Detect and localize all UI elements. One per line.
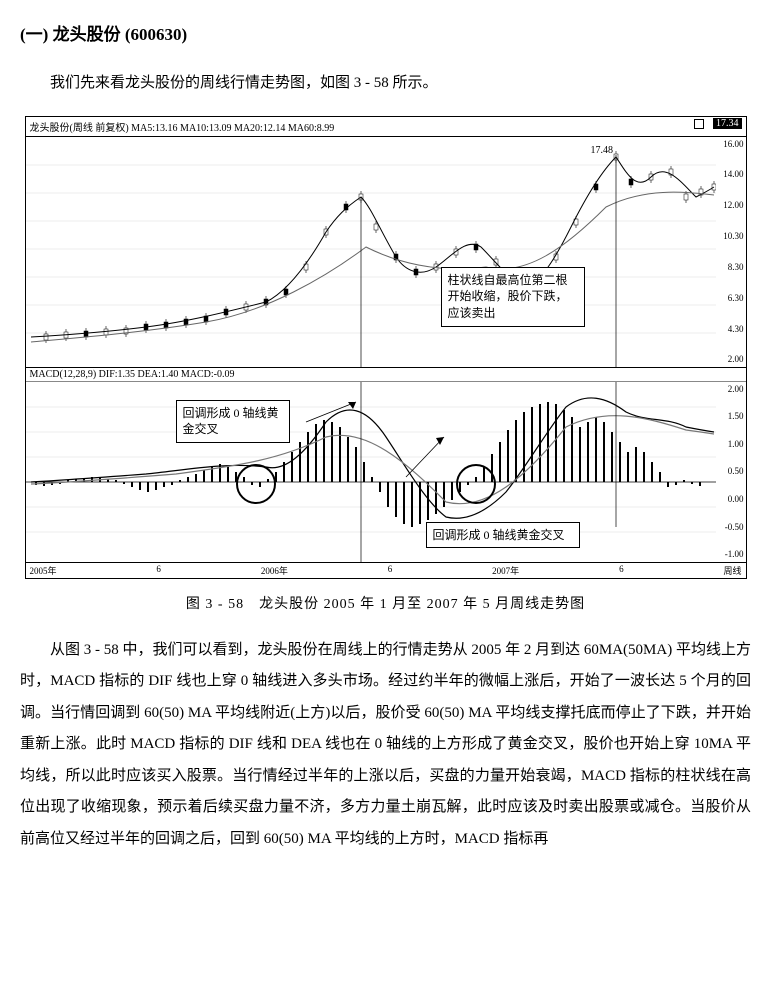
price-tick: 12.00: [714, 200, 744, 210]
date-tick: 6: [388, 564, 393, 577]
arrow-2: [306, 402, 356, 422]
macd-y-axis: 2.00 1.50 1.00 0.50 0.00 -0.50 -1.00: [714, 382, 744, 562]
date-tick: 2006年: [261, 564, 288, 577]
price-tick: 10.30: [714, 231, 744, 241]
macd-tick: 2.00: [714, 384, 744, 394]
macd-tick: -0.50: [714, 522, 744, 532]
price-chart-pane: 17.48 16.00 14.00 12.00 10.30 8.30 6.30 4.30 2.…: [26, 137, 746, 368]
price-tick: 16.00: [714, 139, 744, 149]
annotation-cross-2: 回调形成 0 轴线黄金交叉: [426, 522, 580, 549]
macd-histogram: [36, 402, 700, 527]
price-tick: 8.30: [714, 262, 744, 272]
annotation-sell: 柱状线自最高位第二根开始收缩，股价下跌，应该卖出: [441, 267, 585, 327]
macd-svg: [26, 382, 716, 562]
price-tick: 4.30: [714, 324, 744, 334]
macd-tick: 0.00: [714, 494, 744, 504]
macd-tick: 0.50: [714, 466, 744, 476]
chart-header-text: 龙头股份(周线 前复权) MA5:13.16 MA10:13.09 MA20:1…: [30, 123, 335, 134]
macd-tick: 1.00: [714, 439, 744, 449]
golden-cross-circle-2: [456, 464, 496, 504]
date-tick: 2005年: [30, 564, 57, 577]
annotation-cross-1: 回调形成 0 轴线黄金交叉: [176, 400, 290, 444]
macd-header: MACD(12,28,9) DIF:1.35 DEA:1.40 MACD:-0.…: [26, 368, 746, 382]
price-y-axis: 16.00 14.00 12.00 10.30 8.30 6.30 4.30 2.00: [714, 137, 744, 367]
candlesticks: [44, 151, 716, 343]
date-tick: 2007年: [492, 564, 519, 577]
peak-price-label: 17.48: [591, 145, 614, 156]
macd-tick: 1.50: [714, 411, 744, 421]
figure-caption: 图 3 - 58 龙头股份 2005 年 1 月至 2007 年 5 月周线走势…: [20, 593, 751, 613]
price-svg: [26, 137, 716, 367]
arrow-2-head: [348, 402, 356, 409]
macd-chart-pane: 回调形成 0 轴线黄金交叉 回调形成 0 轴线黄金交叉 2.00 1.50 1.00…: [26, 382, 746, 563]
section-heading: (一) 龙头股份 (600630): [20, 20, 751, 45]
date-tick: 6: [156, 564, 161, 577]
date-tick: 6: [619, 564, 624, 577]
current-price-badge: 17.34: [713, 118, 742, 129]
price-tick: 14.00: [714, 169, 744, 179]
price-line: [31, 157, 714, 337]
golden-cross-circle-1: [236, 464, 276, 504]
date-axis: 2005年 6 2006年 6 2007年 6 周线: [26, 563, 746, 578]
chart-marker-icon: [694, 119, 704, 129]
body-paragraph: 从图 3 - 58 中，我们可以看到，龙头股份在周线上的行情走势从 2005 年…: [20, 635, 751, 856]
chart-header: 龙头股份(周线 前复权) MA5:13.16 MA10:13.09 MA20:1…: [26, 117, 746, 137]
macd-tick: -1.00: [714, 549, 744, 559]
stock-chart-container: 龙头股份(周线 前复权) MA5:13.16 MA10:13.09 MA20:1…: [25, 116, 747, 579]
date-tick: 周线: [723, 564, 741, 577]
price-tick: 6.30: [714, 293, 744, 303]
price-tick: 2.00: [714, 354, 744, 364]
intro-paragraph: 我们先来看龙头股份的周线行情走势图，如图 3 - 58 所示。: [20, 69, 751, 98]
